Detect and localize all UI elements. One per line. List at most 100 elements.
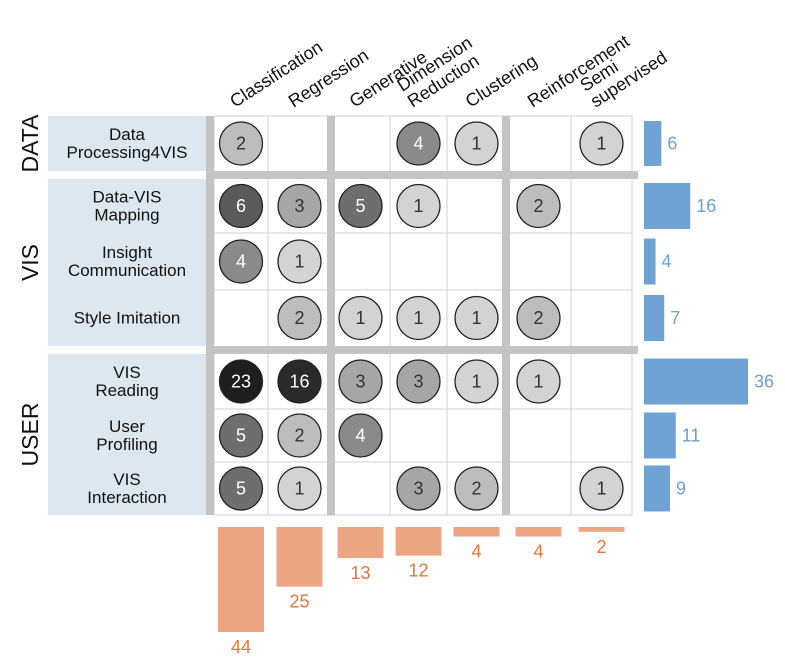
- column-total-bar: [276, 527, 323, 587]
- row-total-bar: [644, 295, 665, 341]
- count-circle: [338, 295, 383, 341]
- count-circle: [454, 359, 499, 404]
- column-total-bar: [453, 527, 500, 537]
- count-circle: [277, 295, 322, 341]
- count-label: 2: [294, 308, 304, 328]
- count-label: 2: [471, 479, 481, 499]
- row-label: VIS: [113, 470, 140, 489]
- row-label: Insight: [102, 243, 152, 262]
- row-label: VIS: [113, 363, 140, 382]
- row-total-label: 16: [696, 196, 716, 216]
- count-label: 23: [231, 372, 251, 392]
- column-total-label: 4: [471, 542, 481, 562]
- group-title-user: USER: [17, 403, 43, 467]
- count-label: 1: [471, 134, 481, 154]
- row-total-label: 6: [667, 134, 677, 154]
- count-circle: [454, 466, 499, 511]
- count-circle: [277, 239, 322, 284]
- count-label: 2: [533, 196, 543, 216]
- count-label: 3: [355, 372, 365, 392]
- count-circle: [579, 121, 624, 166]
- count-circle: [277, 466, 322, 511]
- count-label: 4: [413, 134, 423, 154]
- column-total-label: 12: [408, 561, 428, 581]
- count-circle: [454, 295, 499, 341]
- count-circle: [338, 359, 383, 404]
- count-label: 2: [236, 134, 246, 154]
- count-label: 1: [471, 372, 481, 392]
- row-total-bar: [644, 238, 656, 285]
- count-label: 6: [236, 196, 246, 216]
- column-total-label: 25: [289, 592, 309, 612]
- row-label-panel-vis: [48, 179, 206, 346]
- row-total-bar: [644, 465, 670, 512]
- count-label: 1: [294, 479, 304, 499]
- row-total-bar: [644, 121, 662, 166]
- column-separator: [502, 116, 510, 515]
- count-circle: [277, 413, 322, 458]
- row-label-panel-user: [48, 354, 206, 515]
- count-circle: [277, 183, 322, 229]
- column-total-bar: [515, 527, 562, 537]
- count-circle: [338, 183, 383, 229]
- count-label: 2: [294, 426, 304, 446]
- count-circle: [338, 413, 383, 458]
- row-total-bar: [644, 412, 676, 459]
- count-label: 1: [413, 196, 423, 216]
- row-total-label: 4: [662, 252, 672, 272]
- column-total-label: 4: [533, 542, 543, 562]
- row-total-label: 9: [676, 479, 686, 499]
- row-label: Mapping: [94, 206, 159, 225]
- count-label: 1: [471, 308, 481, 328]
- row-label-panel-data: [48, 116, 206, 171]
- count-circle: [396, 295, 441, 341]
- count-circle: [454, 121, 499, 166]
- count-circle: [396, 121, 441, 166]
- column-separator: [327, 116, 335, 515]
- count-label: 1: [533, 372, 543, 392]
- count-circle: [396, 183, 441, 229]
- row-label: User: [109, 417, 145, 436]
- row-total-bar: [644, 183, 691, 229]
- group-separator: [206, 346, 638, 354]
- column-total-label: 44: [231, 637, 251, 657]
- count-circle: [579, 466, 624, 511]
- group-title-vis: VIS: [17, 244, 43, 281]
- count-circle: [218, 121, 264, 166]
- row-label: Processing4VIS: [67, 143, 188, 162]
- count-label: 3: [413, 479, 423, 499]
- count-circle: [277, 359, 322, 404]
- count-label: 5: [236, 479, 246, 499]
- count-circle: [218, 466, 264, 511]
- group-title-data: DATA: [17, 114, 43, 173]
- count-circle: [396, 359, 441, 404]
- row-label: Interaction: [87, 488, 166, 507]
- count-circle: [218, 413, 264, 458]
- count-circle: [218, 183, 264, 229]
- row-total-label: 7: [670, 308, 680, 328]
- count-label: 3: [294, 196, 304, 216]
- count-circle: [396, 466, 441, 511]
- count-label: 1: [596, 479, 606, 499]
- row-label: Reading: [95, 381, 158, 400]
- count-label: 4: [236, 252, 246, 272]
- column-total-bar: [337, 527, 384, 559]
- count-label: 1: [355, 308, 365, 328]
- count-label: 1: [413, 308, 423, 328]
- row-total-label: 36: [754, 372, 774, 392]
- row-label: Style Imitation: [74, 309, 181, 328]
- column-total-bar: [395, 527, 442, 556]
- count-label: 3: [413, 372, 423, 392]
- group-separator: [206, 171, 638, 179]
- count-circle: [516, 183, 561, 229]
- row-total-label: 11: [682, 426, 701, 446]
- count-circle: [218, 359, 264, 404]
- label-separator: [206, 116, 214, 515]
- count-label: 5: [236, 426, 246, 446]
- count-circle: [218, 239, 264, 284]
- row-label: Profiling: [96, 435, 157, 454]
- count-circle: [516, 359, 561, 404]
- row-label: Data: [109, 125, 145, 144]
- count-label: 1: [596, 134, 606, 154]
